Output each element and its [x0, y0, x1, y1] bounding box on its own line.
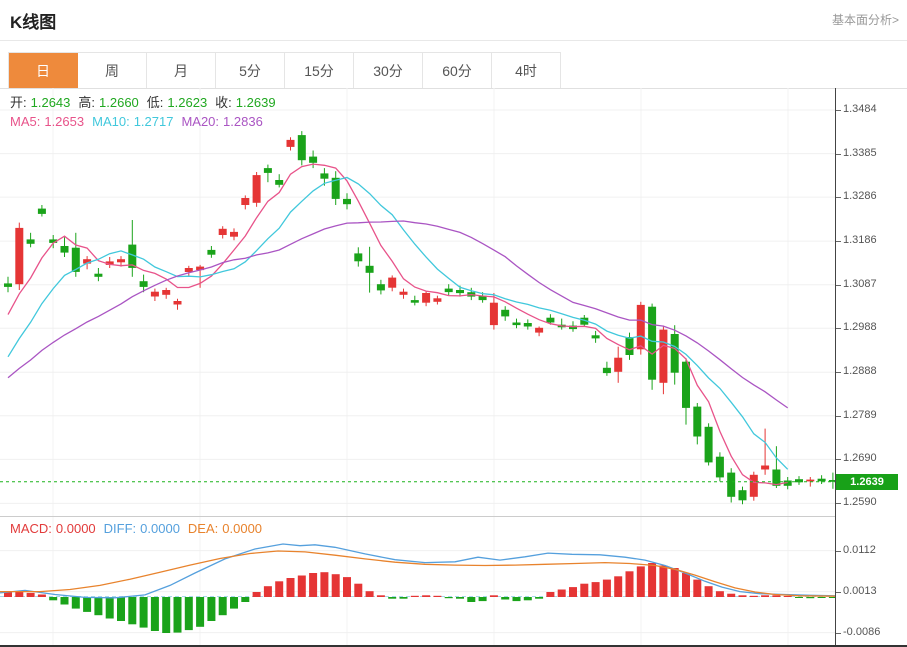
readout-pair: MACD: 0.0000 [10, 521, 96, 536]
axis-label: 1.3385 [843, 146, 877, 159]
axis-tick-mark [836, 503, 841, 505]
axis-tick-mark [836, 550, 841, 552]
ohlc-readout: 开: 1.2643 高: 1.2660 低: 1.2623 收: 1.2639 [10, 92, 284, 111]
axis-tick-mark [836, 284, 841, 286]
axis-label: 1.2988 [843, 321, 877, 334]
chart-top-border [0, 88, 907, 89]
dea-line [0, 550, 836, 597]
readout-pair: MA10: 1.2717 [92, 114, 174, 129]
axis-tick-mark [836, 372, 841, 374]
timeframe-tabs: 日周月 5分 15分 30分 60分 4时 [8, 52, 561, 89]
ma20-line [7, 220, 789, 409]
ma5-line [7, 163, 788, 486]
tab-30分[interactable]: 30分 [354, 53, 423, 89]
fundamental-analysis-link[interactable]: 基本面分析> [831, 13, 899, 27]
ma10-line [7, 176, 789, 470]
macd-histogram [4, 563, 836, 633]
axis-label: 1.2590 [843, 496, 877, 509]
axis-label: 1.3484 [843, 103, 877, 115]
axis-label: 1.3186 [843, 234, 877, 247]
readout-pair: 收: 1.2639 [215, 95, 276, 110]
readout-pair: MA20: 1.2836 [181, 114, 263, 129]
ma-readout: MA5: 1.2653 MA10: 1.2717 MA20: 1.2836 [10, 114, 271, 129]
page-title: K线图 [10, 13, 57, 32]
tab-周[interactable]: 周 [78, 53, 147, 89]
tab-15分[interactable]: 15分 [285, 53, 354, 89]
axis-label: 0.0112 [843, 543, 876, 556]
readout-pair: 高: 1.2660 [78, 95, 139, 110]
current-price-badge: 1.2639 [836, 473, 898, 490]
axis-tick-mark [836, 415, 841, 417]
axis-label: 1.3087 [843, 277, 877, 290]
diff-line [0, 543, 836, 599]
price-axis-labels: 1.3484 1.3385 1.3286 1.3186 1.3087 1.2988 1.28… [836, 88, 907, 645]
axis-label: 1.3286 [843, 190, 877, 203]
axis-tick-mark [836, 632, 841, 634]
chart-bottom-border [0, 645, 907, 647]
price-axis-line [835, 88, 836, 645]
axis-tick-mark [836, 153, 841, 155]
kline-macd-chart-canvas[interactable] [0, 88, 836, 645]
axis-tick-mark [836, 110, 841, 111]
readout-pair: 低: 1.2623 [146, 95, 208, 110]
macd-readout: MACD: 0.0000 DIFF: 0.0000 DEA: 0.0000 [10, 521, 270, 536]
tab-日[interactable]: 日 [9, 53, 78, 89]
axis-tick-mark [836, 328, 841, 330]
axis-label: 1.2789 [843, 408, 877, 421]
tab-4时[interactable]: 4时 [492, 53, 561, 89]
header-divider [0, 40, 907, 41]
axis-tick-mark [836, 241, 841, 243]
axis-label: -0.0086 [843, 625, 881, 638]
readout-pair: 开: 1.2643 [10, 95, 71, 110]
readout-pair: DIFF: 0.0000 [103, 521, 180, 536]
tab-5分[interactable]: 5分 [216, 53, 285, 89]
gridlines [0, 88, 836, 645]
tab-月[interactable]: 月 [147, 53, 216, 89]
axis-label: 1.2888 [843, 365, 877, 378]
readout-pair: DEA: 0.0000 [187, 521, 263, 536]
candlestick-layer [4, 131, 836, 505]
axis-tick-mark [836, 197, 841, 199]
axis-label: 0.0013 [843, 584, 877, 597]
readout-pair: MA5: 1.2653 [10, 114, 85, 129]
tab-60分[interactable]: 60分 [423, 53, 492, 89]
axis-tick-mark [836, 591, 841, 593]
axis-tick-mark [836, 459, 841, 461]
panel-divider [0, 516, 836, 517]
axis-label: 1.2690 [843, 452, 877, 465]
